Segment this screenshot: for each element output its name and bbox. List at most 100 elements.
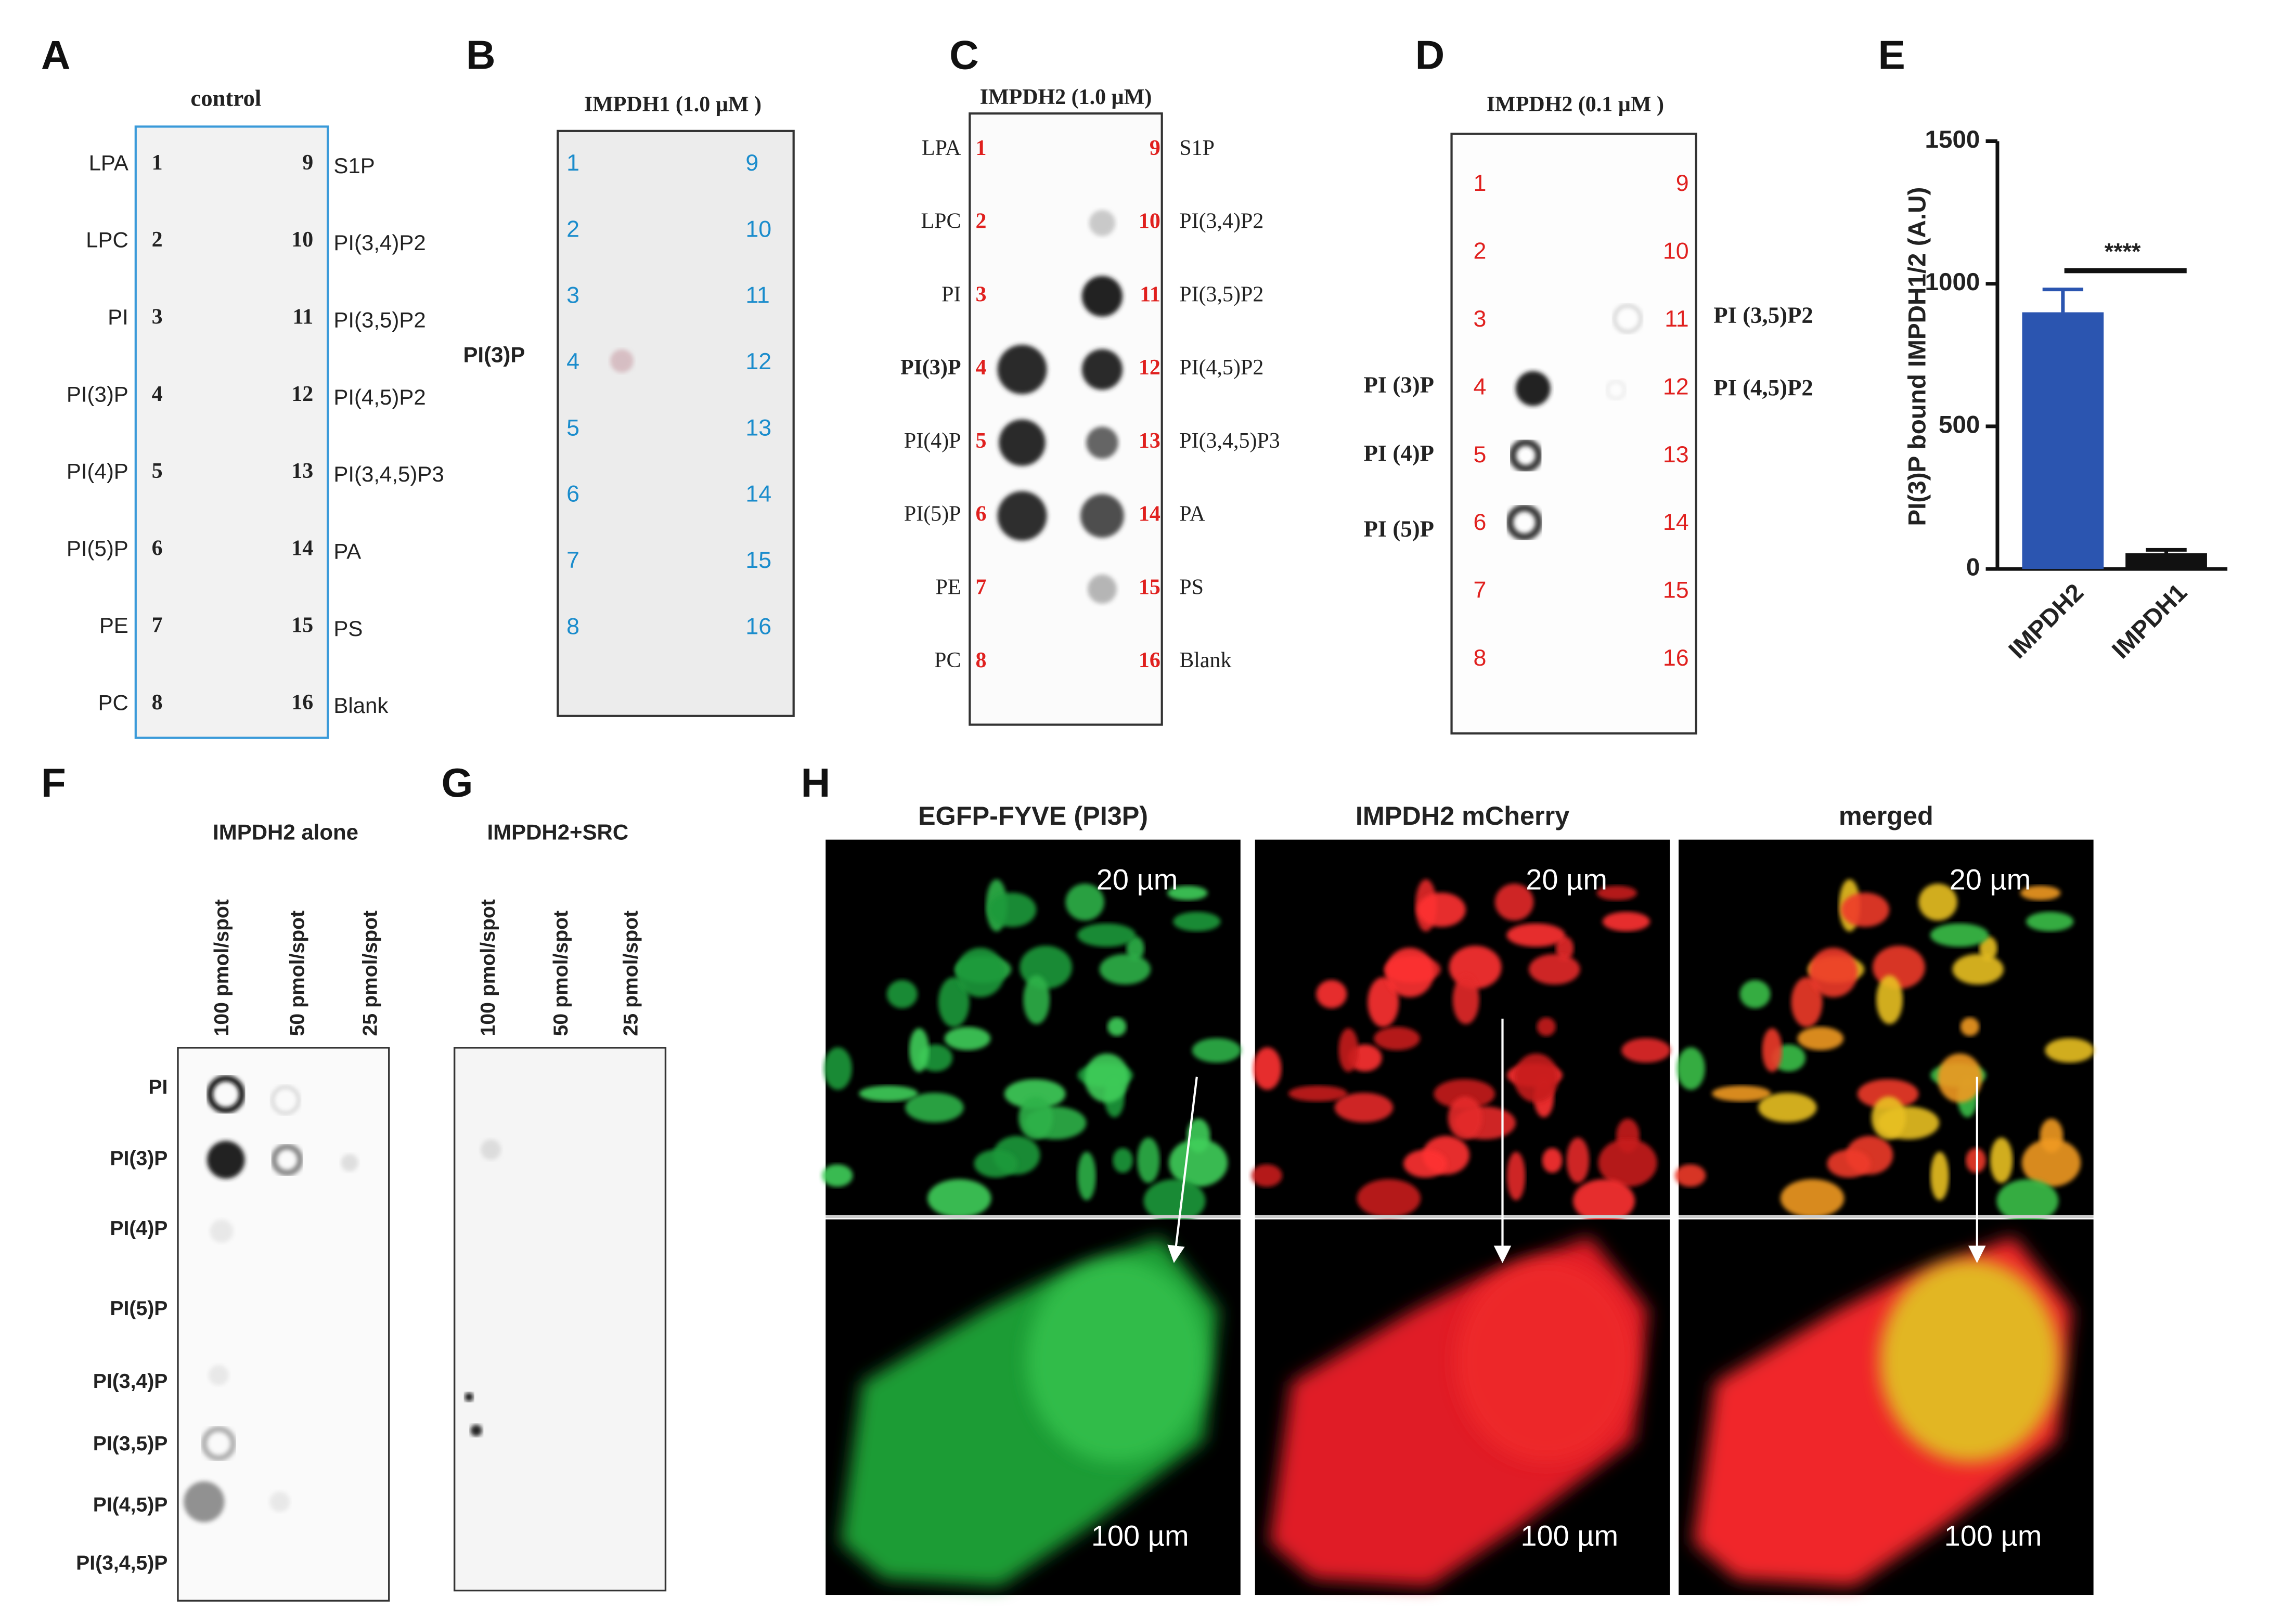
cell [1555, 936, 1574, 960]
column-label: 25 pmol/spot [620, 911, 642, 1036]
cell [1448, 1096, 1482, 1140]
blot-spot [465, 1393, 474, 1401]
spot-number: 13 [291, 459, 313, 483]
y-tick-label: 1500 [1925, 126, 1980, 153]
scale-label: 100 µm [1944, 1519, 2042, 1552]
spot-number: 2 [975, 210, 986, 233]
cell-large [1026, 1258, 1207, 1463]
panel-title: IMPDH2 (0.1 µM ) [1487, 93, 1664, 116]
cell [1253, 1047, 1282, 1090]
lipid-label: PI (5)P [1363, 516, 1434, 542]
cell [1857, 1079, 1919, 1109]
cell [1621, 1038, 1671, 1063]
cell [1434, 1079, 1495, 1109]
row-label: PI(5)P [110, 1297, 167, 1320]
cell [1827, 1149, 1871, 1178]
cell [1077, 923, 1136, 947]
spot-number: 3 [152, 305, 163, 329]
cell [1871, 1096, 1906, 1140]
row-label: PI(3,4,5)P [76, 1552, 167, 1575]
cell [1334, 1093, 1394, 1123]
column-label: 50 pmol/spot [550, 911, 572, 1036]
spot-number: 3 [975, 282, 986, 306]
spot-number: 5 [152, 459, 163, 483]
panel-letter: F [41, 760, 66, 805]
spot-number: 9 [1150, 136, 1160, 160]
spot-number: 1 [152, 151, 163, 175]
spot-number: 11 [1665, 306, 1688, 332]
lipid-label: PI(3,5)P2 [333, 308, 425, 332]
lipid-label: PE [936, 575, 961, 599]
cell [1494, 884, 1534, 921]
lipid-label: PI(4,5)P2 [333, 385, 425, 409]
cell [1316, 980, 1347, 1008]
cell [909, 1028, 930, 1072]
lipid-label: Blank [333, 693, 389, 718]
micrograph-top [1251, 839, 1671, 1223]
spot-number: 6 [152, 536, 163, 560]
spot-number: 15 [745, 547, 771, 573]
cell [1966, 1148, 1986, 1173]
panel-letter: C [949, 32, 979, 78]
cell [1506, 1151, 1526, 1201]
lipid-label: PS [1179, 575, 1204, 599]
lipid-label: PI(5)P [67, 536, 128, 561]
lipid-label: PA [1179, 502, 1205, 526]
panel-letter: D [1415, 32, 1445, 78]
cell [1573, 1179, 1635, 1223]
scale-label: 100 µm [1520, 1519, 1618, 1552]
spot-number: 10 [1663, 238, 1689, 264]
image-title: merged [1839, 801, 1933, 830]
column-label: 100 pmol/spot [211, 899, 233, 1036]
micrograph-bottom [826, 1219, 1241, 1595]
cell [1791, 977, 1823, 1028]
blot-spot [997, 344, 1047, 395]
cell [956, 947, 1005, 997]
lipid-label: PI (4)P [1363, 440, 1434, 466]
spot-number: 8 [975, 648, 986, 672]
cell-large [1455, 1258, 1636, 1463]
spot-number: 14 [291, 536, 313, 560]
spot-number: 14 [1139, 502, 1160, 526]
cell [1566, 1137, 1590, 1184]
lipid-label: PI (4,5)P2 [1713, 374, 1813, 400]
spot-number: 1 [1474, 170, 1487, 196]
lipid-label: PI (3,5)P2 [1713, 302, 1813, 328]
column-label: 50 pmol/spot [287, 911, 309, 1036]
cell [821, 1164, 853, 1187]
scale-label: 100 µm [1091, 1519, 1189, 1552]
cell [1107, 1017, 1127, 1036]
blot-spot [1509, 438, 1543, 473]
spot-number: 15 [1139, 575, 1160, 599]
cell [1930, 1151, 1949, 1201]
micrograph-top [821, 839, 1242, 1223]
blot-spot [1081, 349, 1123, 390]
spot-number: 9 [302, 151, 313, 175]
lipid-label: PC [934, 648, 961, 672]
blot-spot [210, 1219, 234, 1243]
cell [2020, 886, 2061, 901]
cell [927, 1179, 991, 1218]
lipid-label: S1P [1179, 136, 1215, 160]
cell [1137, 1137, 1160, 1184]
lipid-label: PI(4,5)P2 [1179, 356, 1263, 380]
lipid-label: PI(3,4)P2 [333, 230, 425, 255]
lipid-label: LPA [922, 136, 961, 160]
cell [1452, 975, 1479, 1024]
blot-spot [1606, 380, 1626, 400]
spot-number: 6 [1474, 509, 1487, 535]
micrograph-bottom [1679, 1219, 2094, 1595]
blot-spot [201, 1426, 236, 1461]
lipid-label: PI(4)P [904, 429, 961, 453]
spot-number: 7 [1474, 577, 1487, 603]
panel-title: IMPDH1 (1.0 µM ) [584, 93, 762, 116]
cell [1952, 954, 2004, 985]
blot-spot [184, 1481, 225, 1523]
cell [2026, 912, 2074, 932]
cell [1739, 980, 1771, 1008]
cell [1192, 1038, 1242, 1063]
cell [1602, 912, 1650, 932]
row-label: PI(3,5)P [93, 1433, 168, 1455]
cell [1023, 975, 1050, 1024]
cell [1077, 1151, 1096, 1201]
